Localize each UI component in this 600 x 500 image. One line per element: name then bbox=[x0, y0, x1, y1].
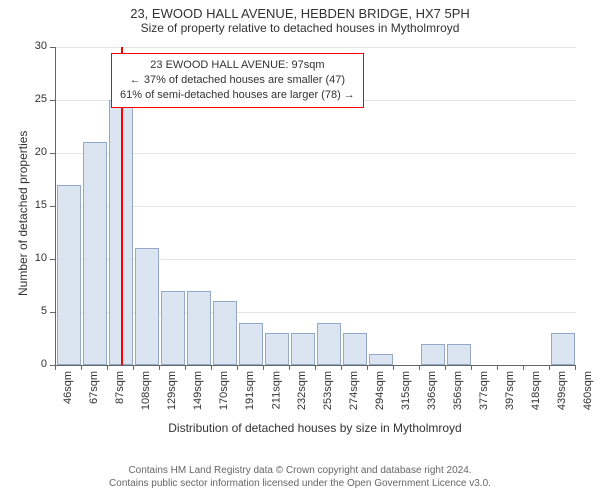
chart-container: 23, EWOOD HALL AVENUE, HEBDEN BRIDGE, HX… bbox=[0, 0, 600, 500]
y-axis-label: Number of detached properties bbox=[16, 131, 30, 296]
histogram-bar bbox=[83, 142, 108, 365]
histogram-bar bbox=[213, 301, 238, 365]
x-axis-label: Distribution of detached houses by size … bbox=[55, 421, 575, 435]
histogram-bar bbox=[265, 333, 290, 365]
chart-subtitle: Size of property relative to detached ho… bbox=[0, 21, 600, 35]
histogram-bar bbox=[135, 248, 160, 365]
footer-line-2: Contains public sector information licen… bbox=[0, 478, 600, 491]
histogram-bar bbox=[551, 333, 576, 365]
histogram-bar bbox=[239, 323, 264, 365]
histogram-bar bbox=[291, 333, 316, 365]
histogram-bar bbox=[421, 344, 446, 365]
plot-area: 23 EWOOD HALL AVENUE: 97sqm ← 37% of det… bbox=[55, 47, 576, 366]
histogram-bar bbox=[317, 323, 342, 365]
callout-line-1: 23 EWOOD HALL AVENUE: 97sqm bbox=[120, 58, 355, 73]
histogram-bar bbox=[447, 344, 472, 365]
callout-line-3: 61% of semi-detached houses are larger (… bbox=[120, 88, 355, 103]
histogram-bar bbox=[369, 354, 394, 365]
footer-line-1: Contains HM Land Registry data © Crown c… bbox=[0, 465, 600, 478]
histogram-bar bbox=[57, 185, 82, 365]
callout-line-2: ← 37% of detached houses are smaller (47… bbox=[120, 73, 355, 88]
callout-box: 23 EWOOD HALL AVENUE: 97sqm ← 37% of det… bbox=[111, 53, 364, 108]
histogram-bar bbox=[343, 333, 368, 365]
histogram-bar bbox=[187, 291, 212, 365]
footer-attribution: Contains HM Land Registry data © Crown c… bbox=[0, 465, 600, 490]
histogram-bar bbox=[161, 291, 186, 365]
chart-title: 23, EWOOD HALL AVENUE, HEBDEN BRIDGE, HX… bbox=[0, 0, 600, 21]
